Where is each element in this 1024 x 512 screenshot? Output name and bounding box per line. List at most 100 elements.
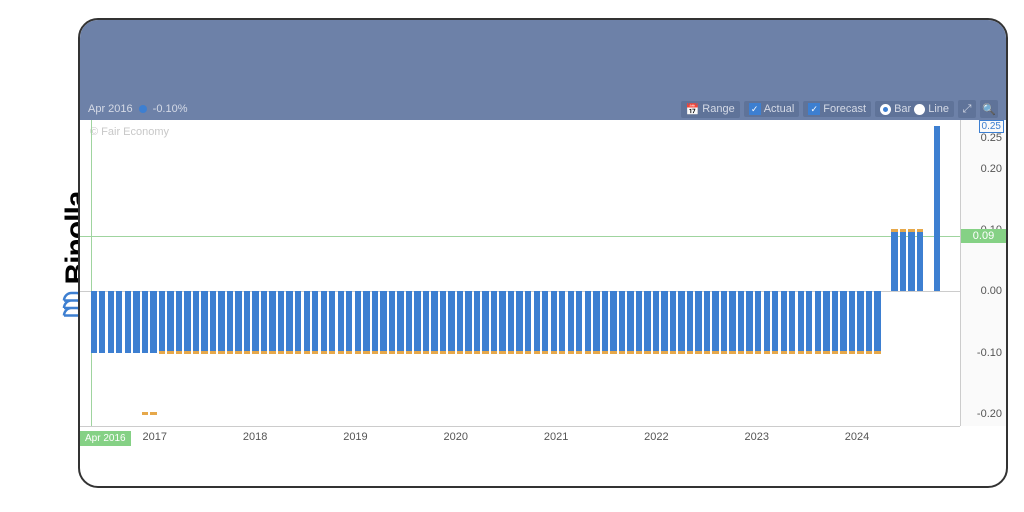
bar bbox=[465, 291, 471, 352]
bar bbox=[491, 291, 497, 352]
forecast-marker bbox=[678, 351, 684, 354]
bar bbox=[755, 291, 761, 352]
forecast-marker bbox=[661, 351, 667, 354]
bar bbox=[849, 291, 855, 352]
bar bbox=[295, 291, 301, 352]
forecast-marker bbox=[738, 351, 744, 354]
bar bbox=[125, 291, 131, 352]
bar bbox=[840, 291, 846, 352]
bar bbox=[286, 291, 292, 352]
bar bbox=[244, 291, 250, 352]
actual-toggle[interactable]: ✓ Actual bbox=[744, 101, 800, 117]
forecast-marker bbox=[712, 351, 718, 354]
forecast-marker bbox=[534, 351, 540, 354]
forecast-marker bbox=[542, 351, 548, 354]
forecast-marker bbox=[406, 351, 412, 354]
expand-button[interactable]: ⤢ bbox=[958, 100, 976, 118]
bar bbox=[542, 291, 548, 352]
y-tick: 0.25 bbox=[981, 132, 1002, 144]
bar bbox=[738, 291, 744, 352]
bar bbox=[891, 230, 897, 291]
bar-series bbox=[80, 120, 960, 426]
bar-label: Bar bbox=[894, 103, 911, 115]
chart-plot[interactable]: © Fair Economy bbox=[80, 120, 960, 426]
forecast-marker bbox=[823, 351, 829, 354]
forecast-marker bbox=[159, 351, 165, 354]
bar bbox=[695, 291, 701, 352]
forecast-marker bbox=[227, 351, 233, 354]
forecast-marker bbox=[721, 351, 727, 354]
forecast-marker bbox=[355, 351, 361, 354]
bar bbox=[670, 291, 676, 352]
view-mode-radio[interactable]: Bar Line bbox=[875, 101, 954, 117]
bar bbox=[636, 291, 642, 352]
forecast-marker bbox=[431, 351, 437, 354]
bar bbox=[525, 291, 531, 352]
x-tick: 2017 bbox=[143, 431, 167, 443]
bar bbox=[355, 291, 361, 352]
bar bbox=[874, 291, 880, 352]
chart-panel: Apr 2016 -0.10% 📅 Range ✓ Actual ✓ Forec… bbox=[78, 18, 1008, 488]
forecast-marker bbox=[746, 351, 752, 354]
bar bbox=[482, 291, 488, 352]
forecast-marker bbox=[576, 351, 582, 354]
y-axis: 0.25 0.250.200.100.00-0.10-0.200.09 bbox=[960, 120, 1006, 426]
bar bbox=[269, 291, 275, 352]
forecast-marker bbox=[772, 351, 778, 354]
y-top-indicator: 0.25 bbox=[979, 120, 1004, 133]
forecast-marker bbox=[593, 351, 599, 354]
hover-value: -0.10% bbox=[153, 103, 188, 115]
forecast-marker bbox=[908, 229, 914, 232]
forecast-marker bbox=[150, 412, 156, 415]
range-button[interactable]: 📅 Range bbox=[681, 101, 740, 118]
bar bbox=[414, 291, 420, 352]
bar bbox=[440, 291, 446, 352]
forecast-marker bbox=[184, 351, 190, 354]
bar bbox=[644, 291, 650, 352]
bar bbox=[781, 291, 787, 352]
bar bbox=[516, 291, 522, 352]
forecast-marker bbox=[176, 351, 182, 354]
y-tick: 0.00 bbox=[981, 285, 1002, 297]
forecast-marker bbox=[372, 351, 378, 354]
x-axis: 20172018201920202021202220232024 bbox=[80, 426, 960, 446]
range-label: Range bbox=[702, 103, 734, 115]
x-tick: 2018 bbox=[243, 431, 267, 443]
bar bbox=[278, 291, 284, 352]
radio-line-icon bbox=[914, 104, 925, 115]
bar bbox=[423, 291, 429, 352]
forecast-toggle[interactable]: ✓ Forecast bbox=[803, 101, 871, 117]
forecast-marker bbox=[789, 351, 795, 354]
forecast-marker bbox=[201, 351, 207, 354]
bar bbox=[235, 291, 241, 352]
bar bbox=[448, 291, 454, 352]
bar bbox=[116, 291, 122, 352]
bar bbox=[184, 291, 190, 352]
x-start-label: Apr 2016 bbox=[80, 431, 131, 446]
forecast-marker bbox=[312, 351, 318, 354]
x-tick: 2022 bbox=[644, 431, 668, 443]
forecast-marker bbox=[142, 412, 148, 415]
forecast-marker bbox=[900, 229, 906, 232]
forecast-marker bbox=[849, 351, 855, 354]
forecast-marker bbox=[295, 351, 301, 354]
y-tick: -0.10 bbox=[977, 347, 1002, 359]
bar bbox=[704, 291, 710, 352]
forecast-marker bbox=[269, 351, 275, 354]
bar bbox=[329, 291, 335, 352]
forecast-marker bbox=[457, 351, 463, 354]
bar bbox=[576, 291, 582, 352]
forecast-marker bbox=[815, 351, 821, 354]
y-current-badge: 0.09 bbox=[961, 229, 1006, 243]
forecast-marker bbox=[193, 351, 199, 354]
bar bbox=[261, 291, 267, 352]
zoom-button[interactable]: 🔍 bbox=[980, 100, 998, 118]
bar bbox=[687, 291, 693, 352]
forecast-marker bbox=[568, 351, 574, 354]
bar bbox=[508, 291, 514, 352]
bar bbox=[389, 291, 395, 352]
bar bbox=[210, 291, 216, 352]
bar bbox=[559, 291, 565, 352]
forecast-marker bbox=[474, 351, 480, 354]
forecast-marker bbox=[499, 351, 505, 354]
